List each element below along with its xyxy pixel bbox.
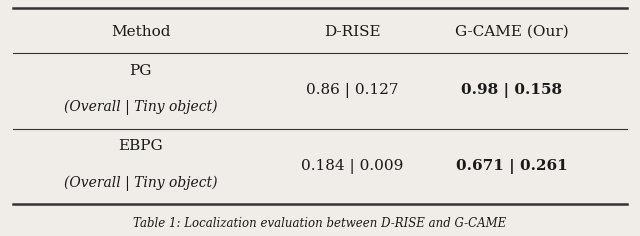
Text: Table 1: Localization evaluation between D-RISE and G-CAME: Table 1: Localization evaluation between…	[133, 216, 507, 230]
Text: 0.671 | 0.261: 0.671 | 0.261	[456, 159, 568, 174]
Text: 0.98 | 0.158: 0.98 | 0.158	[461, 83, 563, 98]
Text: (Overall | Tiny object): (Overall | Tiny object)	[64, 175, 218, 191]
Text: EBPG: EBPG	[118, 139, 163, 153]
Text: G-CAME (Our): G-CAME (Our)	[455, 25, 569, 39]
Text: D-RISE: D-RISE	[324, 25, 380, 39]
Text: Method: Method	[111, 25, 170, 39]
Text: (Overall | Tiny object): (Overall | Tiny object)	[64, 100, 218, 115]
Text: 0.184 | 0.009: 0.184 | 0.009	[301, 159, 403, 174]
Text: 0.86 | 0.127: 0.86 | 0.127	[306, 83, 398, 98]
Text: PG: PG	[129, 64, 152, 78]
